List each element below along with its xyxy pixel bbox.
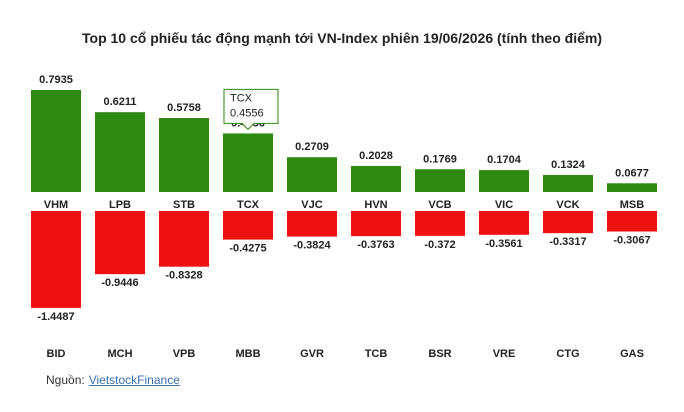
chart-title: Top 10 cổ phiếu tác động mạnh tới VN-Ind… (82, 30, 602, 46)
bar (95, 112, 145, 192)
source-link[interactable]: VietstockFinance (88, 373, 180, 387)
value-label: -0.4275 (229, 243, 266, 255)
value-label: -1.4487 (37, 311, 74, 323)
value-label: 0.1769 (423, 153, 457, 165)
tooltip-box (223, 88, 279, 131)
category-label: CTG (556, 348, 579, 360)
category-label: VIC (495, 199, 513, 211)
value-label: -0.3561 (485, 238, 522, 250)
category-label: VCK (556, 199, 579, 211)
bar (287, 157, 337, 192)
category-label: HVN (364, 199, 387, 211)
bar (223, 133, 273, 192)
bar (223, 211, 273, 240)
bar (31, 211, 81, 308)
bar (543, 174, 593, 192)
value-label: 0.7935 (39, 74, 73, 86)
category-label: VJC (301, 199, 322, 211)
value-label: 0.0677 (615, 167, 649, 179)
bar (479, 211, 529, 235)
category-label: MCH (107, 348, 132, 360)
bar (159, 117, 209, 192)
bar (543, 211, 593, 234)
category-label: STB (173, 199, 195, 211)
bar (607, 183, 657, 192)
tooltip-category: TCX (230, 92, 253, 104)
value-label: -0.9446 (101, 277, 138, 289)
value-label: 0.2028 (359, 150, 393, 162)
value-label: -0.3763 (357, 239, 394, 251)
bar (415, 211, 465, 236)
category-label: VHM (44, 199, 68, 211)
category-label: GAS (620, 348, 644, 360)
value-label: 0.1324 (551, 159, 586, 171)
category-label: BID (47, 348, 66, 360)
category-label: MBB (235, 348, 260, 360)
value-label: 0.5758 (167, 102, 201, 114)
value-label: 0.6211 (103, 96, 136, 108)
category-label: MSB (620, 199, 645, 211)
bar (159, 211, 209, 267)
category-label: VCB (428, 199, 451, 211)
value-label: 0.1704 (487, 154, 522, 166)
value-label: -0.8328 (165, 270, 202, 282)
bar (351, 165, 401, 192)
source: Nguồn: VietstockFinance (46, 373, 180, 387)
category-label: TCX (237, 199, 260, 211)
bar (95, 211, 145, 275)
tooltip-value: 0.4556 (230, 107, 264, 119)
category-label: VPB (173, 348, 196, 360)
bar (287, 211, 337, 237)
value-label: -0.3067 (613, 235, 650, 247)
value-label: -0.3317 (549, 236, 586, 248)
value-label: 0.2709 (295, 141, 329, 153)
category-label: LPB (109, 199, 131, 211)
tooltip: TCX 0.4556 (223, 88, 279, 131)
value-label: -0.372 (424, 239, 455, 251)
value-label: -0.3824 (293, 240, 331, 252)
source-label: Nguồn: (46, 373, 85, 387)
bar (415, 169, 465, 192)
category-label: GVR (300, 348, 324, 360)
bar (351, 211, 401, 237)
category-label: TCB (365, 348, 388, 360)
category-label: BSR (428, 348, 451, 360)
category-label: VRE (493, 348, 516, 360)
bar (479, 170, 529, 192)
bar (607, 211, 657, 232)
bar (31, 90, 81, 192)
